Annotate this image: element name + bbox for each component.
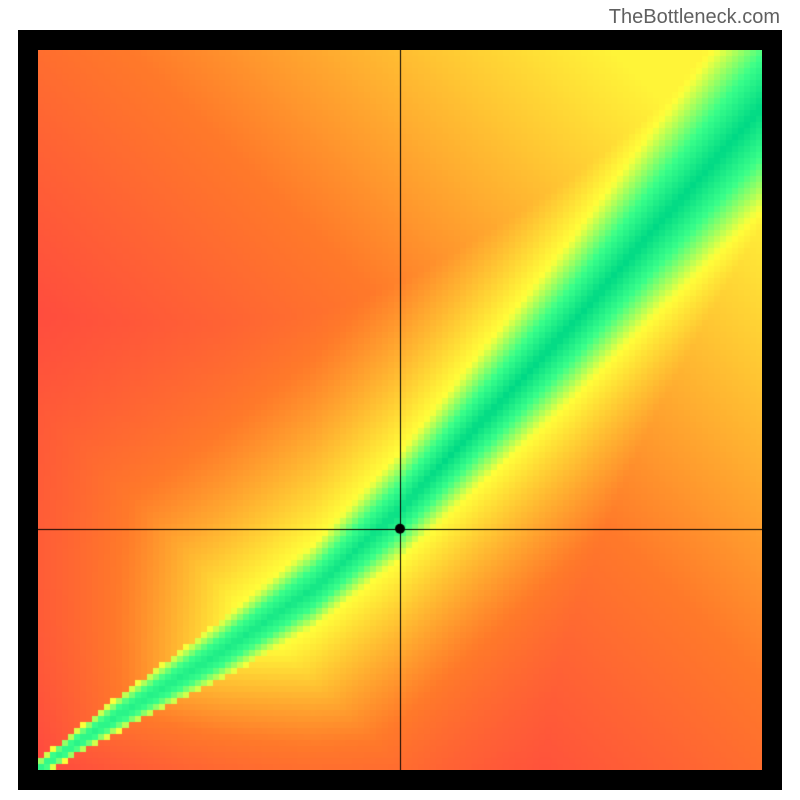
overlay-canvas — [38, 50, 762, 770]
watermark-text: TheBottleneck.com — [609, 6, 780, 29]
chart-container: TheBottleneck.com — [0, 0, 800, 800]
plot-frame — [18, 30, 782, 790]
